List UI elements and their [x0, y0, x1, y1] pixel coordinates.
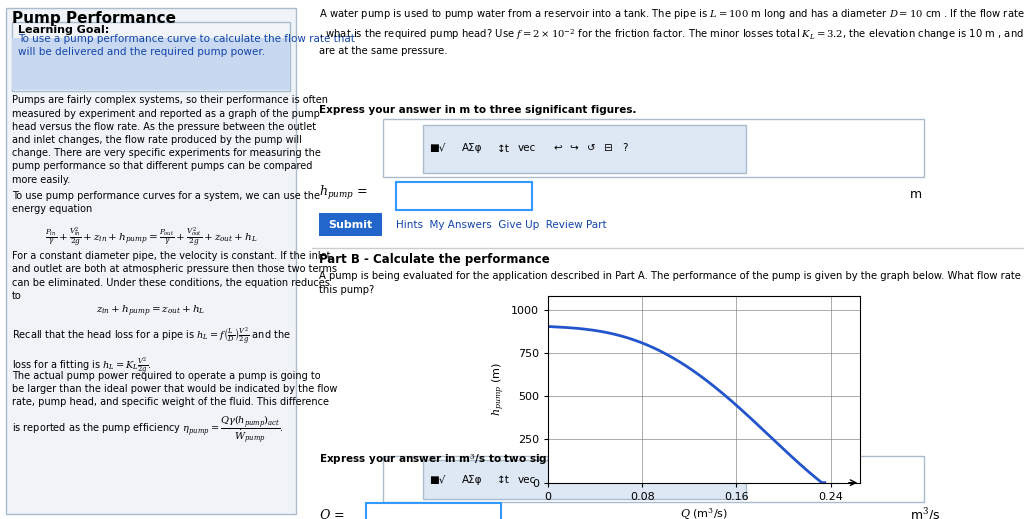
Text: Part B - Calculate the performance: Part B - Calculate the performance: [319, 253, 550, 266]
Text: $\frac{P_{in}}{\gamma} + \frac{V_{in}^2}{2g} + z_{in} + h_{pump} = \frac{P_{out}: $\frac{P_{in}}{\gamma} + \frac{V_{in}^2}…: [45, 226, 257, 250]
Bar: [423, 460, 746, 499]
Text: ↩: ↩: [554, 474, 562, 485]
Bar: [383, 119, 925, 177]
Text: ↩: ↩: [554, 143, 562, 154]
Text: $Q$ =: $Q$ =: [319, 508, 345, 519]
Text: ■√: ■√: [429, 143, 445, 154]
Text: ↺: ↺: [587, 143, 596, 154]
Y-axis label: $h_{pump}$ (m): $h_{pump}$ (m): [490, 362, 507, 416]
Bar: [423, 125, 746, 173]
Text: Express your answer in m$^3$/s to two significant figures.: Express your answer in m$^3$/s to two si…: [319, 453, 641, 467]
Text: $h_{pump}$ =: $h_{pump}$ =: [319, 184, 369, 202]
Text: AΣφ: AΣφ: [462, 143, 482, 154]
Text: To use a pump performance curve to calculate the flow rate that
will be delivere: To use a pump performance curve to calcu…: [18, 34, 355, 58]
Text: For a constant diameter pipe, the velocity is constant. If the inlet
and outlet : For a constant diameter pipe, the veloci…: [12, 251, 337, 301]
Bar: [12, 22, 290, 91]
Text: AΣφ: AΣφ: [462, 474, 482, 485]
Bar: [319, 213, 382, 236]
Text: Learning Goal:: Learning Goal:: [18, 25, 110, 35]
Text: ↺: ↺: [587, 474, 596, 485]
Text: Recall that the head loss for a pipe is $h_L = f\left(\frac{L}{D}\right)\frac{V^: Recall that the head loss for a pipe is …: [12, 326, 291, 377]
Text: ↕t: ↕t: [497, 474, 510, 485]
Text: vec: vec: [518, 474, 537, 485]
Text: ■√: ■√: [429, 474, 445, 485]
Text: Pumps are fairly complex systems, so their performance is often
measured by expe: Pumps are fairly complex systems, so the…: [12, 95, 328, 185]
Text: ⊟: ⊟: [603, 143, 612, 154]
Text: m: m: [910, 187, 923, 201]
Text: ↪: ↪: [569, 143, 579, 154]
Text: ?: ?: [623, 143, 628, 154]
Text: ↪: ↪: [569, 474, 579, 485]
Text: Submit: Submit: [329, 220, 373, 230]
Bar: [366, 503, 501, 519]
Text: Hints  My Answers  Give Up  Review Part: Hints My Answers Give Up Review Part: [396, 220, 607, 230]
Text: Pump Performance: Pump Performance: [12, 11, 176, 26]
Text: A water pump is used to pump water from a reservoir into a tank. The pipe is $L : A water pump is used to pump water from …: [319, 8, 1024, 56]
Text: vec: vec: [518, 143, 537, 154]
Text: ↕t: ↕t: [497, 143, 510, 154]
Text: m$^3$/s: m$^3$/s: [910, 507, 940, 519]
Bar: [12, 38, 290, 90]
Bar: [396, 182, 531, 210]
Bar: [383, 456, 925, 502]
Text: To use pump performance curves for a system, we can use the
energy equation: To use pump performance curves for a sys…: [12, 191, 321, 214]
X-axis label: $Q$ (m$^3$/s): $Q$ (m$^3$/s): [680, 506, 728, 519]
Text: The actual pump power required to operate a pump is going to
be larger than the : The actual pump power required to operat…: [12, 371, 338, 446]
Text: $z_{in} + h_{pump} = z_{out} + h_L$: $z_{in} + h_{pump} = z_{out} + h_L$: [96, 304, 206, 319]
Text: Express your answer in m to three significant figures.: Express your answer in m to three signif…: [319, 105, 637, 115]
Text: A pump is being evaluated for the application described in Part A. The performan: A pump is being evaluated for the applic…: [319, 271, 1024, 295]
Text: ⊟: ⊟: [603, 474, 612, 485]
Text: ?: ?: [623, 474, 628, 485]
